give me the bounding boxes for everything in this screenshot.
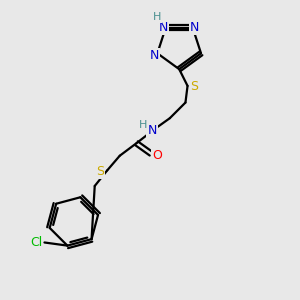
Text: N: N	[190, 21, 200, 34]
Text: N: N	[159, 21, 168, 34]
Text: S: S	[96, 165, 104, 178]
Text: S: S	[190, 80, 198, 93]
Text: N: N	[147, 124, 157, 137]
Text: H: H	[139, 121, 147, 130]
Text: N: N	[150, 49, 159, 62]
Text: O: O	[152, 149, 162, 162]
Text: H: H	[153, 12, 162, 22]
Text: Cl: Cl	[30, 236, 42, 249]
